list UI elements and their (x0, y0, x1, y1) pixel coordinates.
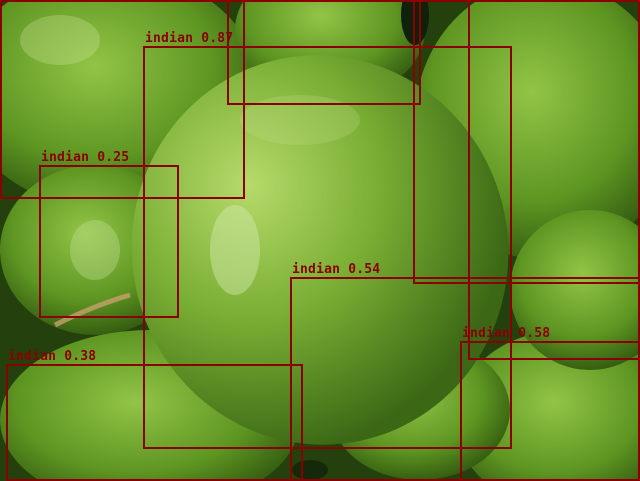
mango-right-mid (510, 210, 640, 370)
